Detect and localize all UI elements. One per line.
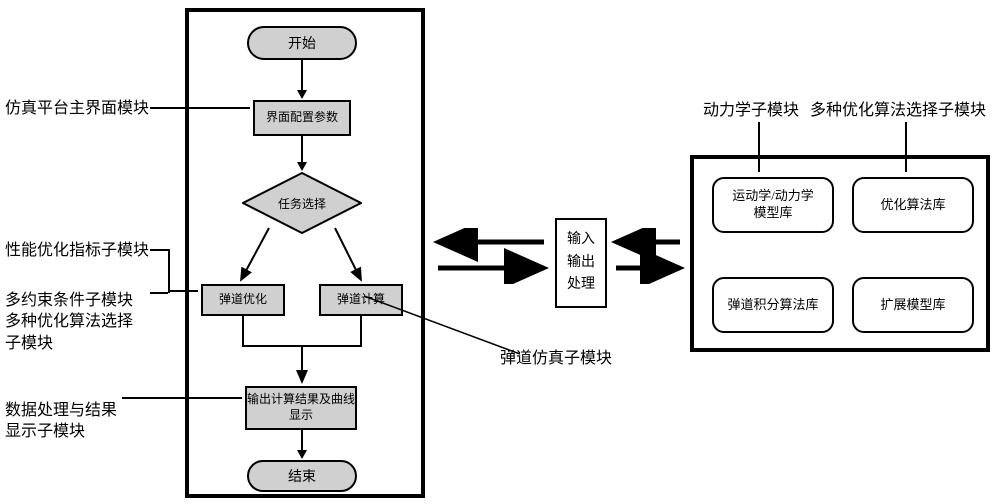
lib-opt: 优化算法库 xyxy=(852,177,974,233)
io-box: 输入 输出 处理 xyxy=(555,218,607,308)
lib-dyn-label: 运动学/动力学 模型库 xyxy=(732,188,814,222)
node-end-label: 结束 xyxy=(288,466,316,486)
node-output-label: 输出计算结果及曲线显示 xyxy=(247,392,355,423)
annot-b2: 多种优化算法选择子模块 xyxy=(810,100,986,122)
lib-integ: 弹道积分算法库 xyxy=(712,277,834,333)
annot-b1-label: 动力学子模块 xyxy=(703,102,799,119)
annot-a3-label: 多约束条件子模块 多种优化算法选择 子模块 xyxy=(5,292,133,352)
edge-start-config xyxy=(301,60,303,92)
lib-dyn: 运动学/动力学 模型库 xyxy=(712,177,834,233)
node-end: 结束 xyxy=(247,460,357,492)
node-opt-label: 弹道优化 xyxy=(219,292,267,308)
io-line-1: 输入 xyxy=(561,229,601,251)
annot-a1-label: 仿真平台主界面模块 xyxy=(5,100,149,117)
annot-a23-conn-out xyxy=(168,290,198,292)
edge-config-decide xyxy=(301,136,303,164)
annot-c1-conn xyxy=(360,294,530,360)
flowchart-panel: 开始 界面配置参数 任务选择 xyxy=(185,8,425,498)
edge-decide-branches xyxy=(189,222,421,290)
lib-integ-label: 弹道积分算法库 xyxy=(727,297,818,314)
lib-ext: 扩展模型库 xyxy=(852,277,974,333)
annot-a3: 多约束条件子模块 多种优化算法选择 子模块 xyxy=(5,268,133,354)
edge-output-end xyxy=(301,430,303,452)
annot-a1-conn xyxy=(150,107,250,109)
edge-start-config-head xyxy=(297,90,307,99)
annot-a23-conn-h1 xyxy=(150,249,168,251)
node-start: 开始 xyxy=(247,26,357,60)
node-config-label: 界面配置参数 xyxy=(266,110,338,126)
io-line-3: 处理 xyxy=(561,274,601,296)
big-arrows-right xyxy=(610,228,688,284)
node-opt: 弹道优化 xyxy=(201,284,285,316)
annot-b1: 动力学子模块 xyxy=(703,100,799,122)
edge-output-end-head xyxy=(297,450,307,459)
library-panel: 运动学/动力学 模型库 优化算法库 弹道积分算法库 扩展模型库 xyxy=(690,155,990,352)
annot-a4-label: 数据处理与结果 显示子模块 xyxy=(5,402,117,441)
annot-a4: 数据处理与结果 显示子模块 xyxy=(5,378,117,443)
annot-b2-conn xyxy=(905,122,907,172)
annot-a23-conn-v xyxy=(168,249,170,293)
annot-a4-conn xyxy=(122,397,242,399)
annot-a2-label: 性能优化指标子模块 xyxy=(5,242,149,259)
annot-a1: 仿真平台主界面模块 xyxy=(5,98,149,120)
node-output: 输出计算结果及曲线显示 xyxy=(245,386,357,430)
lib-ext-label: 扩展模型库 xyxy=(880,297,945,314)
annot-a23-conn-h2 xyxy=(150,292,168,294)
annot-a2: 性能优化指标子模块 xyxy=(5,240,149,262)
io-line-2: 输出 xyxy=(561,252,601,274)
diagram-root: 开始 界面配置参数 任务选择 xyxy=(0,0,1000,504)
edge-config-decide-head xyxy=(297,162,307,171)
annot-b1-conn xyxy=(758,122,760,172)
node-start-label: 开始 xyxy=(288,33,316,53)
annot-b2-label: 多种优化算法选择子模块 xyxy=(810,102,986,119)
big-arrows-left xyxy=(432,228,552,284)
node-config: 界面配置参数 xyxy=(253,100,351,136)
lib-opt-label: 优化算法库 xyxy=(880,197,945,214)
